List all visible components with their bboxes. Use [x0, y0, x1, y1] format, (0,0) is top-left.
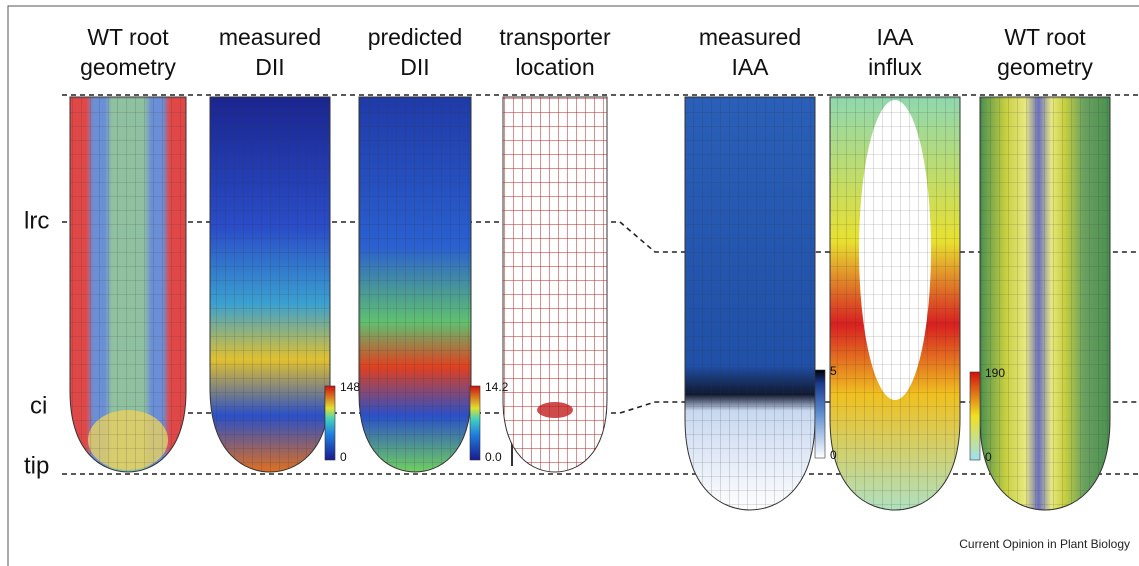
level-label: lrc — [24, 207, 49, 234]
root-cells — [210, 97, 330, 472]
colorbar-max: 14.2 — [485, 380, 509, 394]
colorbar — [470, 386, 480, 460]
column-title: DII — [400, 54, 429, 80]
column-title: geometry — [80, 54, 176, 80]
figure: lrc ci tip Current Opinion in Plant Biol… — [0, 0, 1139, 566]
footer: Current Opinion in Plant Biology — [959, 537, 1130, 551]
colorbar-max: 148 — [340, 380, 360, 394]
root-cells — [980, 97, 1110, 510]
column-title: WT root — [87, 24, 169, 50]
colorbar-max: 190 — [985, 366, 1005, 380]
colorbar — [970, 372, 980, 460]
stem-cell-niche — [537, 402, 573, 418]
column-title: transporter — [499, 24, 611, 50]
column-title: WT root — [1004, 24, 1086, 50]
colorbar — [815, 370, 825, 458]
root-cells — [830, 97, 960, 510]
colorbar-min: 0 — [340, 450, 347, 464]
root-cells — [685, 97, 815, 510]
column-title: location — [515, 54, 594, 80]
colorbar-min: 0.0 — [485, 450, 502, 464]
root-cells — [70, 97, 186, 472]
column-title: measured — [699, 24, 801, 50]
level-label: ci — [30, 392, 47, 419]
colorbar-min: 0 — [985, 450, 992, 464]
root-cells — [359, 97, 471, 472]
column-title: influx — [868, 54, 922, 80]
column-title: measured — [219, 24, 321, 50]
column-title: IAA — [876, 24, 914, 50]
colorbar-min: 0 — [830, 448, 837, 462]
page: {"columns": [ {"title": ["WT root", "geo… — [0, 0, 1139, 566]
column-title: predicted — [368, 24, 463, 50]
colorbar-max: 5 — [830, 364, 837, 378]
colorbar — [325, 386, 335, 460]
column-title: IAA — [731, 54, 769, 80]
column-title: DII — [255, 54, 284, 80]
column-title: geometry — [997, 54, 1093, 80]
level-label: tip — [24, 452, 49, 479]
